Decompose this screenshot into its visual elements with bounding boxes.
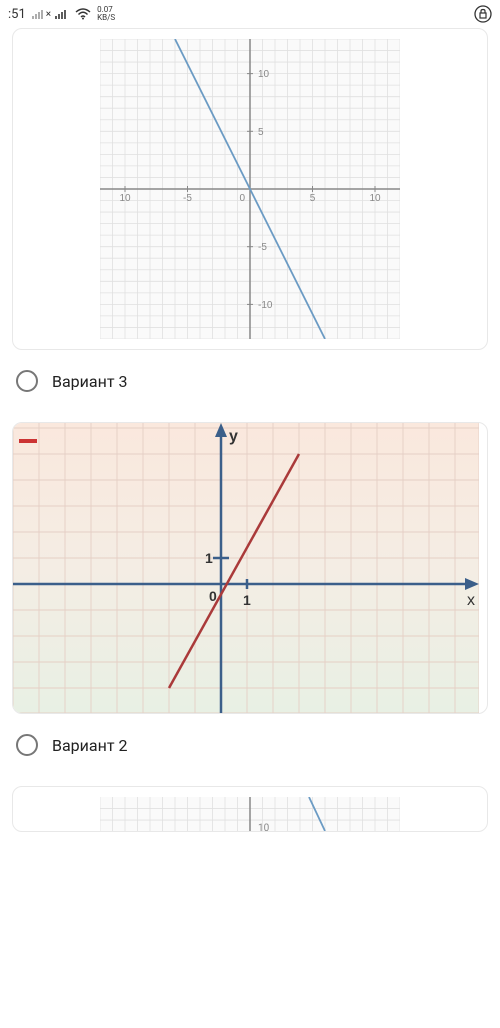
kbs-indicator: 0.07 KB/S — [97, 6, 115, 22]
c1-yt-0: -10 — [258, 300, 273, 311]
content-area: 10 -5 0 5 10 10 5 -5 -10 — [0, 28, 500, 832]
signal-icon-2 — [55, 8, 69, 20]
c1-yt-3: 10 — [258, 69, 270, 80]
c2-tick1x: 1 — [243, 592, 251, 608]
chart-card-1: 10 -5 0 5 10 10 5 -5 -10 — [12, 28, 488, 350]
signal-x: × — [46, 9, 51, 20]
option-label: Вариант 3 — [52, 372, 127, 391]
c1-yt-1: -5 — [258, 242, 267, 253]
c2-tick1y: 1 — [205, 550, 213, 566]
lock-icon — [474, 5, 492, 23]
status-bar: :51 × 0.07 KB/S — [0, 0, 500, 28]
c3-ytick: 10 — [258, 823, 270, 831]
c1-xt-0: 10 — [119, 193, 131, 204]
radio-icon[interactable] — [16, 734, 38, 756]
chart-card-2: y x 0 1 1 — [12, 422, 488, 714]
wifi-icon — [75, 8, 91, 20]
signal-icon-1 — [32, 8, 46, 20]
radio-icon[interactable] — [16, 370, 38, 392]
red-marker — [19, 439, 37, 443]
chart-3: 10 — [100, 797, 400, 831]
c2-xlabel: x — [467, 592, 475, 609]
c2-ylabel: y — [229, 428, 238, 445]
chart-2: y x 0 1 1 — [13, 423, 479, 713]
option-variant-3[interactable]: Вариант 3 — [12, 364, 488, 422]
c1-yt-2: 5 — [258, 127, 264, 138]
chart-1: 10 -5 0 5 10 10 5 -5 -10 — [100, 39, 400, 339]
status-time: :51 — [8, 7, 26, 22]
option-label: Вариант 2 — [52, 736, 127, 755]
c1-xt-2: 0 — [239, 193, 245, 204]
option-variant-2[interactable]: Вариант 2 — [12, 728, 488, 786]
chart-card-3: 10 — [12, 786, 488, 832]
c1-xt-4: 10 — [369, 193, 381, 204]
c1-xt-1: -5 — [183, 193, 192, 204]
c1-xt-3: 5 — [310, 193, 316, 204]
